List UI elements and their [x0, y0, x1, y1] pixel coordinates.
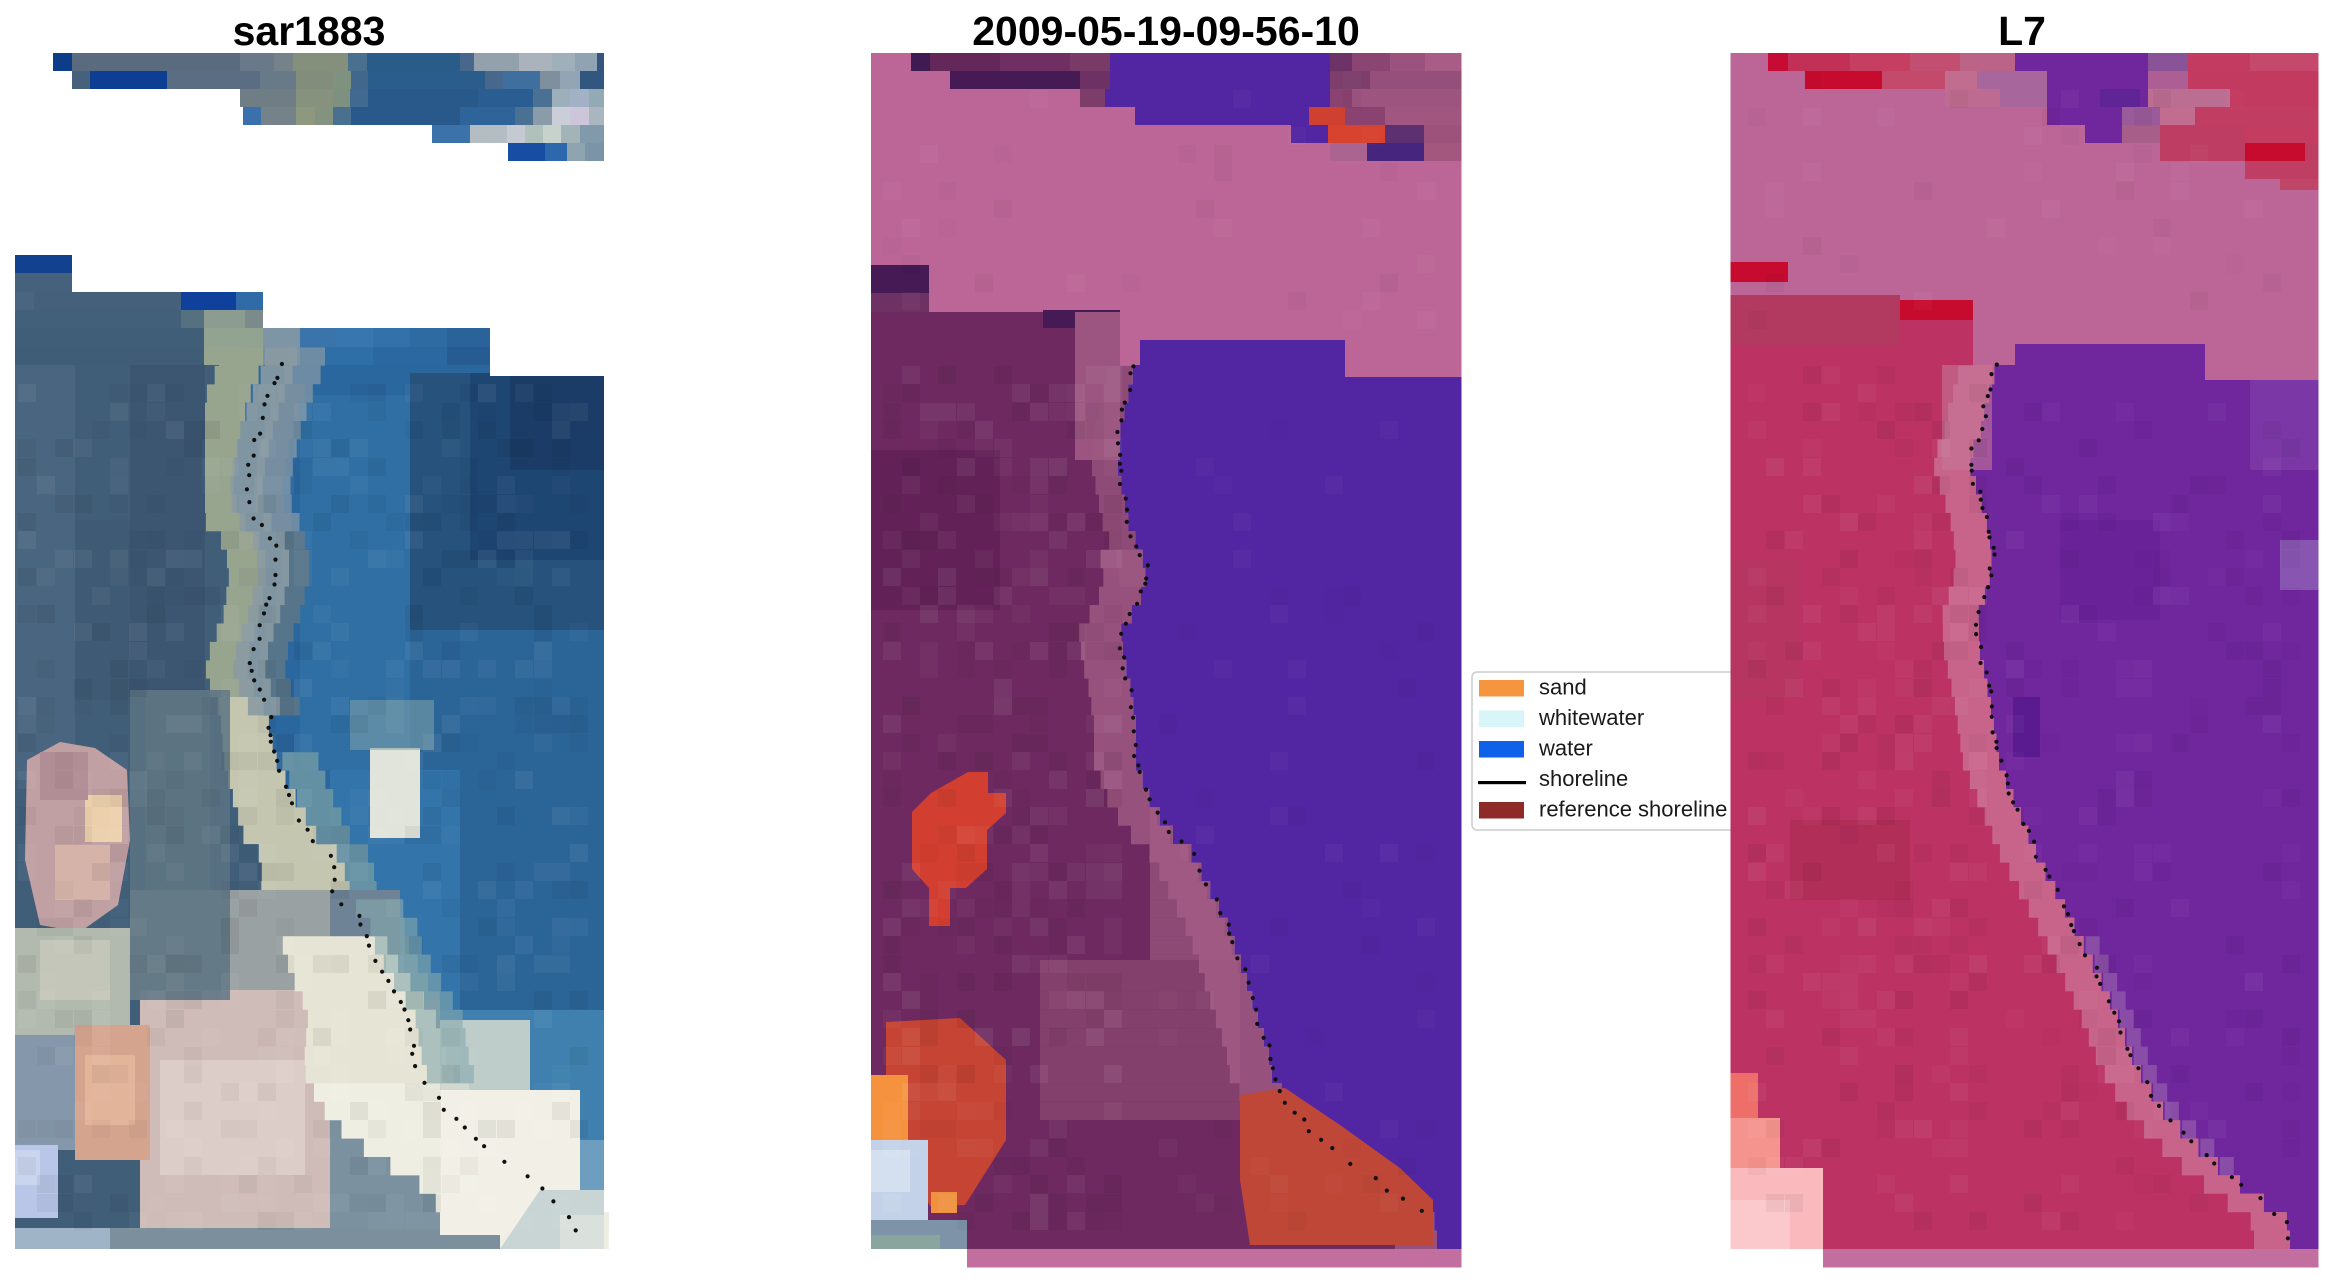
svg-text:whitewater: whitewater [1538, 705, 1644, 730]
svg-text:sand: sand [1539, 675, 1587, 700]
svg-text:reference shoreline: reference shoreline [1539, 797, 1727, 822]
svg-text:2009-05-19-09-56-10: 2009-05-19-09-56-10 [972, 8, 1360, 54]
svg-text:L7: L7 [1998, 8, 2046, 54]
svg-text:sar1883: sar1883 [233, 8, 386, 54]
svg-text:shoreline: shoreline [1539, 766, 1628, 791]
svg-text:water: water [1538, 736, 1593, 761]
